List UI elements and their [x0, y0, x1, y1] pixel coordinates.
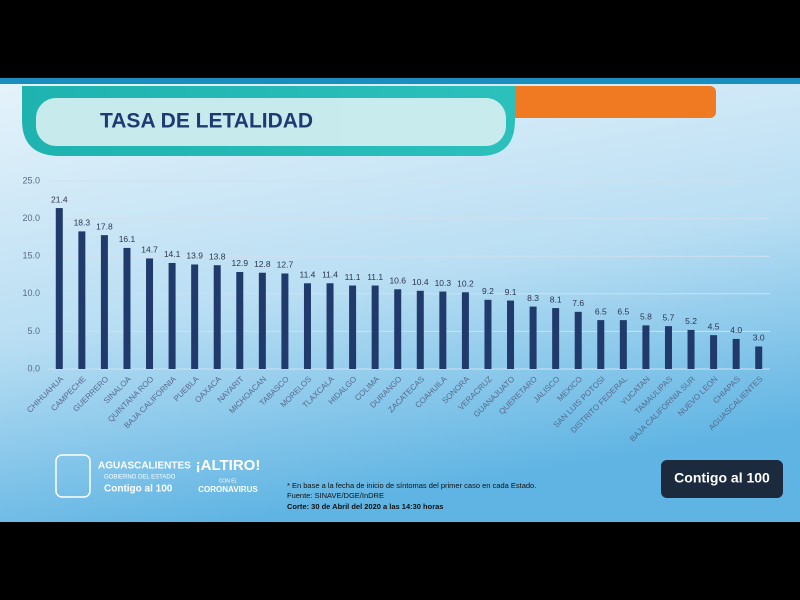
badge — [661, 460, 783, 498]
bar — [597, 320, 605, 369]
y-tick-label: 0.0 — [27, 363, 40, 373]
value-label: 5.7 — [663, 312, 675, 322]
state-name: AGUASCALIENTES — [98, 461, 191, 472]
value-label: 12.9 — [232, 258, 249, 268]
value-label: 3.0 — [753, 333, 765, 343]
bar — [755, 346, 763, 369]
value-label: 11.1 — [367, 272, 383, 282]
note: Fuente: SINAVE/DGE/InDRE — [287, 491, 384, 500]
badge-text: Contigo al 100 — [674, 470, 770, 486]
bar — [258, 272, 266, 369]
y-tick-label: 5.0 — [27, 326, 40, 336]
bar — [100, 235, 108, 369]
bar — [303, 283, 311, 369]
bar — [416, 290, 424, 369]
bar — [213, 265, 221, 369]
bar — [168, 262, 176, 369]
bar — [619, 320, 627, 369]
value-label: 4.0 — [730, 325, 742, 335]
value-label: 9.1 — [505, 287, 517, 297]
value-label: 8.3 — [527, 293, 539, 303]
bar — [484, 299, 492, 369]
y-tick-label: 25.0 — [22, 175, 40, 185]
bar — [552, 308, 560, 369]
value-label: 5.8 — [640, 312, 652, 322]
bar — [78, 231, 86, 369]
value-label: 9.2 — [482, 286, 494, 296]
value-label: 8.1 — [550, 294, 562, 304]
value-label: 12.8 — [254, 259, 271, 269]
government: GOBIERNO DEL ESTADO — [104, 475, 176, 481]
value-label: 14.1 — [164, 249, 181, 259]
bar — [687, 329, 695, 369]
bar — [394, 289, 402, 369]
campaign-bottom: CORONAVIRUS — [198, 485, 258, 494]
value-label: 21.4 — [51, 194, 68, 204]
logo-state: AGUASCALIENTES GOBIERNO DEL ESTADO Conti… — [55, 454, 191, 498]
bar — [664, 326, 672, 369]
value-label: 11.4 — [322, 270, 338, 280]
bar — [146, 258, 154, 369]
bar — [461, 292, 469, 369]
value-label: 17.8 — [96, 221, 113, 231]
bar — [642, 325, 650, 369]
y-tick-label: 10.0 — [22, 288, 40, 298]
value-label: 7.6 — [572, 298, 584, 308]
bar — [732, 338, 740, 369]
value-label: 6.5 — [617, 306, 629, 316]
value-label: 18.3 — [74, 218, 91, 228]
title-panel — [36, 98, 506, 146]
bar — [371, 285, 379, 369]
top-strip — [0, 78, 800, 84]
slogan: Contigo al 100 — [104, 484, 173, 495]
chart-title: TASA DE LETALIDAD — [100, 110, 313, 133]
value-label: 16.1 — [119, 234, 136, 244]
y-tick-label: 15.0 — [22, 251, 40, 261]
bar — [191, 264, 199, 369]
value-label: 10.6 — [389, 276, 406, 286]
value-label: 11.4 — [300, 270, 316, 280]
y-tick-label: 20.0 — [22, 213, 40, 223]
value-label: 6.5 — [595, 306, 607, 316]
value-label: 13.9 — [186, 251, 203, 261]
bar — [326, 283, 334, 369]
bar — [236, 271, 244, 369]
coat-of-arms — [55, 454, 91, 498]
value-label: 5.2 — [685, 316, 697, 326]
orange-banner — [480, 86, 716, 118]
bar — [439, 291, 447, 369]
value-label: 12.7 — [277, 260, 294, 270]
bar — [710, 335, 718, 369]
value-label: 13.8 — [209, 251, 226, 261]
bar — [574, 311, 582, 369]
value-label: 14.7 — [141, 245, 158, 255]
note: * En base a la fecha de inicio de síntom… — [287, 481, 536, 490]
bar — [349, 285, 357, 369]
logo-campaign: ¡ALTIRO! CON EL CORONAVIRUS — [196, 457, 261, 494]
bar — [507, 300, 515, 369]
value-label: 10.3 — [435, 278, 452, 288]
value-label: 10.4 — [412, 277, 429, 287]
bar — [55, 208, 63, 369]
campaign-top: ¡ALTIRO! — [196, 457, 261, 474]
bar — [529, 306, 537, 369]
value-label: 10.2 — [457, 279, 474, 289]
note: Corte: 30 de Abril del 2020 a las 14:30 … — [287, 502, 443, 511]
value-label: 11.1 — [345, 272, 361, 282]
bar — [281, 273, 289, 369]
bar — [123, 247, 131, 369]
value-label: 4.5 — [708, 321, 720, 331]
campaign-mid: CON EL — [219, 478, 238, 484]
